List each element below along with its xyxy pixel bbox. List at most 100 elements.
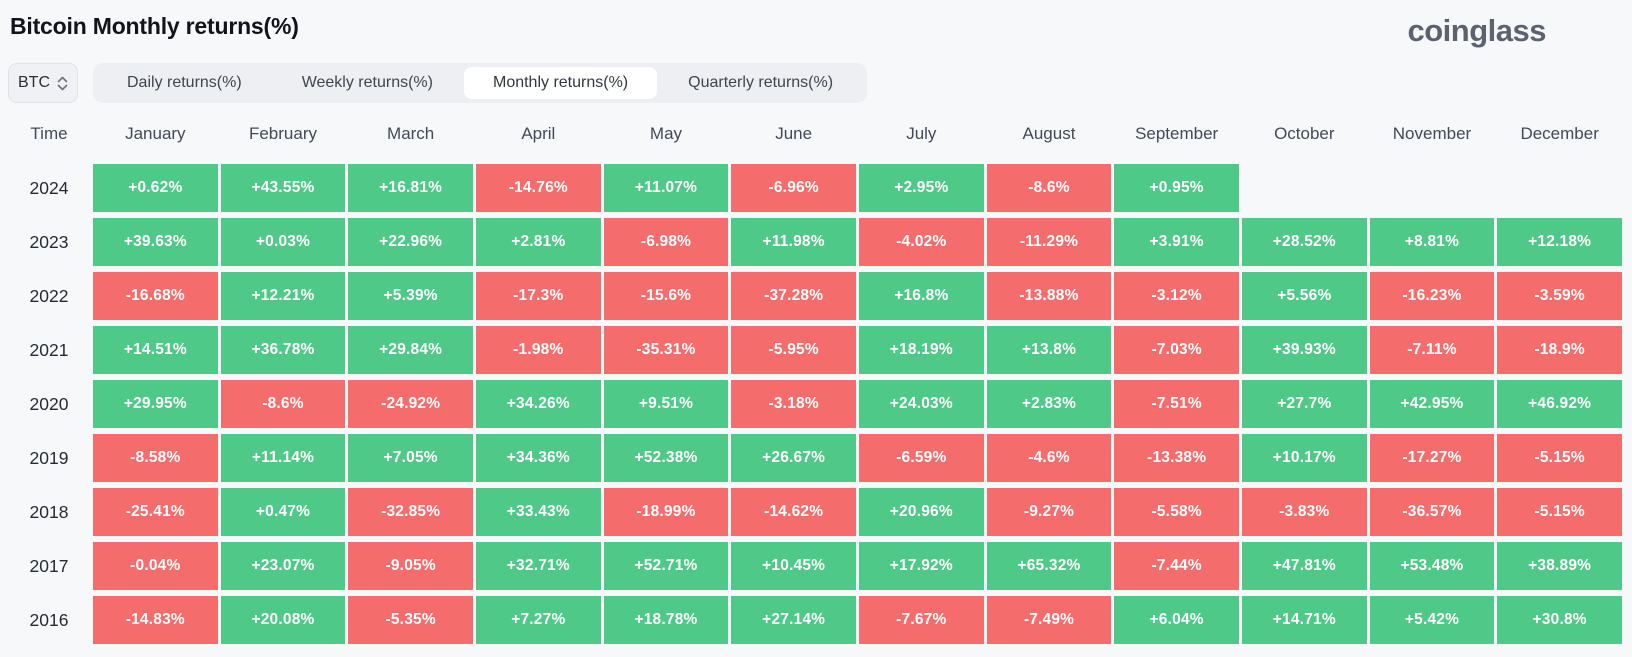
return-cell: +7.05% [348, 434, 473, 482]
return-cell: +33.43% [475, 488, 601, 536]
return-cell: +16.81% [348, 164, 473, 212]
return-cell: +5.42% [1369, 596, 1495, 644]
month-column-header: March [387, 124, 435, 143]
symbol-select[interactable]: BTC [8, 63, 78, 103]
return-cell: +18.19% [858, 326, 984, 374]
return-cell: +13.8% [986, 326, 1112, 374]
table-row: 2016 -14.83% +20.08% -5.35% +7.27% +18.78% +27… [8, 596, 1622, 644]
return-cell: +65.32% [986, 542, 1112, 590]
return-cell: +22.96% [348, 218, 473, 266]
return-cell: -7.44% [1114, 542, 1239, 590]
return-cell: +10.17% [1241, 434, 1367, 482]
return-cell: -25.41% [93, 488, 218, 536]
returns-period-tabs: Daily returns(%) Weekly returns(%) Monthly… [93, 63, 868, 103]
year-label: 2023 [29, 231, 69, 252]
month-column-header: August [1022, 124, 1076, 143]
return-cell: +3.91% [1114, 218, 1239, 266]
return-cell: -4.6% [986, 434, 1112, 482]
return-cell: -17.3% [475, 272, 601, 320]
coinglass-logo: coinglass [1407, 13, 1547, 48]
year-label: 2016 [29, 609, 69, 630]
return-cell: -7.51% [1114, 380, 1239, 428]
return-cell: +39.93% [1241, 326, 1367, 374]
table-row: 2023 +39.63% +0.03% +22.96% +2.81% -6.98% +11.… [8, 218, 1622, 266]
month-column-header: April [521, 124, 556, 143]
tab-monthly-returns[interactable]: Monthly returns(%) [463, 67, 658, 99]
return-cell: -8.58% [93, 434, 218, 482]
year-label: 2019 [29, 447, 69, 468]
year-label: 2017 [29, 555, 69, 576]
topbar: Bitcoin Monthly returns(%) coinglass [0, 0, 1632, 46]
return-cell: -8.6% [220, 380, 346, 428]
tab-weekly-returns[interactable]: Weekly returns(%) [301, 74, 433, 91]
year-label: 2020 [29, 393, 69, 414]
month-column-header: November [1392, 124, 1472, 143]
return-cell: +20.08% [220, 596, 346, 644]
return-cell: -5.58% [1114, 488, 1239, 536]
month-column-header: September [1135, 124, 1219, 143]
return-cell: +32.71% [475, 542, 601, 590]
return-cell: +20.96% [858, 488, 984, 536]
return-cell: -9.27% [986, 488, 1112, 536]
return-cell: +18.78% [603, 596, 729, 644]
return-cell: +14.51% [93, 326, 218, 374]
return-cell: +29.84% [348, 326, 473, 374]
returns-table: 2024 +0.62% +43.55% +16.81% -14.76% +11.07% -6… [0, 164, 1632, 644]
year-label: 2021 [29, 339, 69, 360]
return-cell: -5.95% [731, 326, 856, 374]
month-column-header: February [248, 124, 317, 143]
return-cell: +29.95% [93, 380, 218, 428]
return-cell: -11.29% [986, 218, 1112, 266]
return-cell: +0.47% [220, 488, 346, 536]
table-header-row: Time January February March April May June Jul… [8, 117, 1622, 151]
return-cell: -6.98% [603, 218, 729, 266]
return-cell: -3.83% [1241, 488, 1367, 536]
return-cell: -32.85% [348, 488, 473, 536]
return-cell: +26.67% [731, 434, 856, 482]
empty-cell [1497, 164, 1622, 212]
return-cell: +23.07% [220, 542, 346, 590]
return-cell: +17.92% [858, 542, 984, 590]
return-cell: -14.62% [731, 488, 856, 536]
return-cell: +11.14% [220, 434, 346, 482]
return-cell: +28.52% [1241, 218, 1367, 266]
return-cell: +6.04% [1114, 596, 1239, 644]
month-column-header: December [1520, 124, 1599, 143]
updown-arrows-icon [57, 76, 68, 91]
return-cell: -5.35% [348, 596, 473, 644]
table-row: 2024 +0.62% +43.55% +16.81% -14.76% +11.07% -6… [8, 164, 1622, 212]
return-cell: -37.28% [731, 272, 856, 320]
return-cell: -7.03% [1114, 326, 1239, 374]
return-cell: +46.92% [1497, 380, 1622, 428]
return-cell: +53.48% [1369, 542, 1495, 590]
return-cell: +5.39% [348, 272, 473, 320]
return-cell: +2.83% [986, 380, 1112, 428]
return-cell: -7.49% [986, 596, 1112, 644]
year-label: 2024 [29, 177, 69, 198]
return-cell: +11.07% [603, 164, 729, 212]
return-cell: +0.03% [220, 218, 346, 266]
return-cell: +52.38% [603, 434, 729, 482]
return-cell: +5.56% [1241, 272, 1367, 320]
page-title: Bitcoin Monthly returns(%) [10, 13, 299, 39]
empty-cell [1242, 164, 1367, 212]
return-cell: -18.9% [1497, 326, 1622, 374]
return-cell: +7.27% [475, 596, 601, 644]
tab-daily-returns[interactable]: Daily returns(%) [127, 74, 242, 91]
return-cell: +24.03% [858, 380, 984, 428]
return-cell: +34.26% [475, 380, 601, 428]
return-cell: -4.02% [858, 218, 984, 266]
return-cell: +0.62% [93, 164, 218, 212]
return-cell: -0.04% [93, 542, 218, 590]
month-column-header: June [775, 124, 813, 143]
tab-quarterly-returns[interactable]: Quarterly returns(%) [688, 74, 834, 91]
return-cell: -18.99% [603, 488, 729, 536]
return-cell: -17.27% [1369, 434, 1495, 482]
return-cell: +34.36% [475, 434, 601, 482]
return-cell: +43.55% [220, 164, 346, 212]
return-cell: -13.88% [986, 272, 1112, 320]
return-cell: -3.12% [1114, 272, 1239, 320]
year-label: 2022 [29, 285, 69, 306]
empty-cell [1370, 164, 1495, 212]
table-row: 2021 +14.51% +36.78% +29.84% -1.98% -35.31% -5… [8, 326, 1622, 374]
